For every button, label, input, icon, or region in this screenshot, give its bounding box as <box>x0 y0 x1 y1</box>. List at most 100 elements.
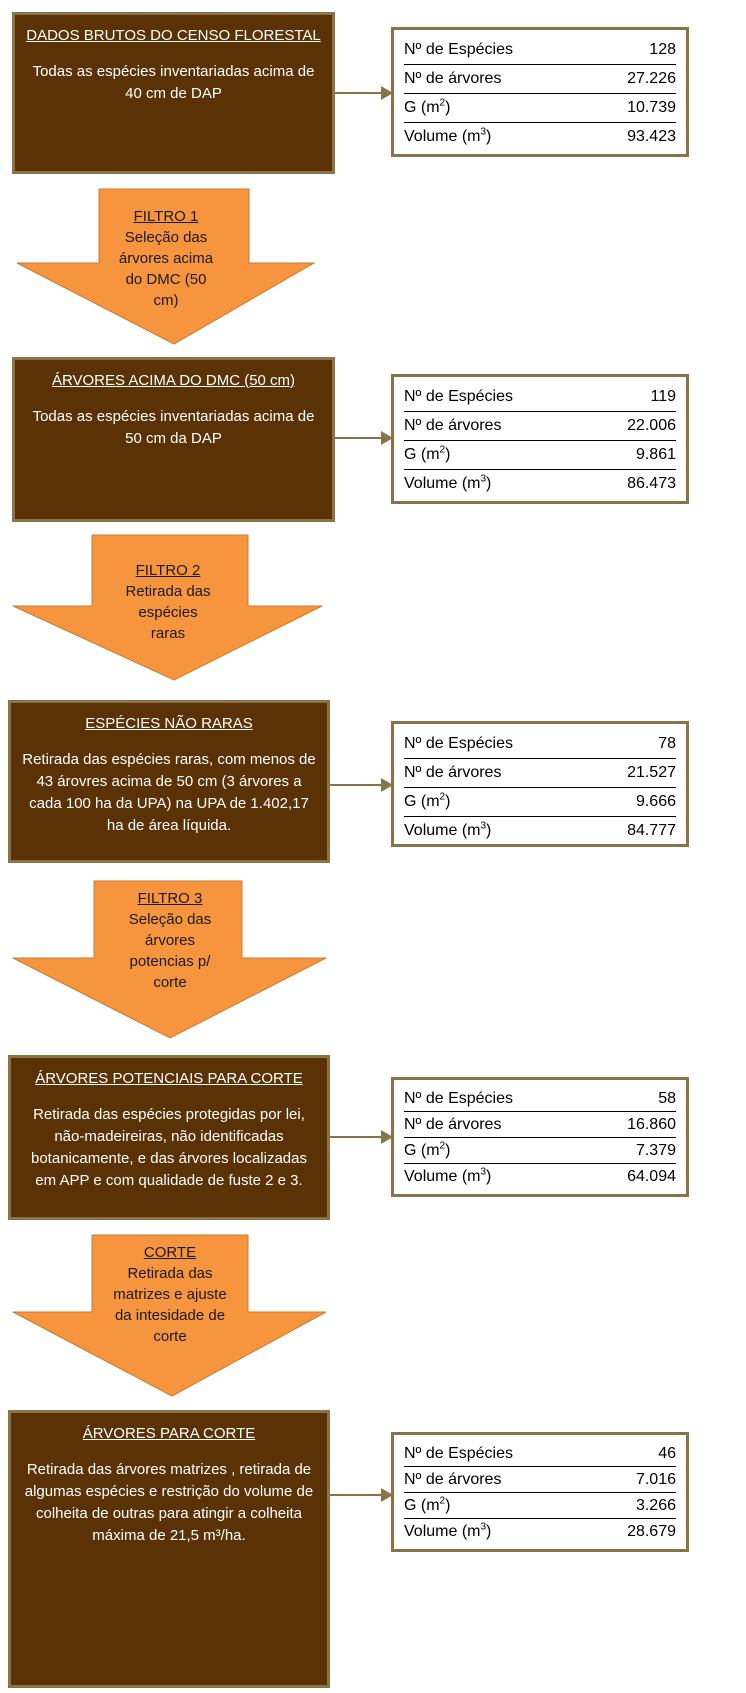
stat-row-trees: Nº de árvores 7.016 <box>404 1467 676 1493</box>
stat-row-species: Nº de Espécies 58 <box>404 1086 676 1112</box>
stat-label: Nº de árvores <box>404 417 502 434</box>
stat-row-species: Nº de Espécies 128 <box>404 36 676 65</box>
stat-value: 7.379 <box>635 1142 676 1159</box>
arrow-head-icon <box>381 1488 393 1502</box>
stat-row-volume: Volume (m3) 86.473 <box>404 470 676 498</box>
stat-label: Nº de Espécies <box>404 1445 514 1462</box>
stats-table: Nº de Espécies 46 Nº de árvores 7.016 G (m… <box>391 1432 689 1552</box>
stage-description: Retirada das espécies protegidas por lei… <box>31 1106 307 1189</box>
stat-label: Volume (m3) <box>404 820 492 839</box>
stat-value: 58 <box>658 1090 676 1107</box>
stage-title: DADOS BRUTOS DO CENSO FLORESTAL <box>26 27 321 44</box>
stat-label: Volume (m3) <box>404 126 492 145</box>
down-arrow-shape <box>12 1234 327 1397</box>
stat-label: G (m2) <box>404 791 451 810</box>
stat-value: 16.860 <box>627 1116 676 1133</box>
stage-box-above-dmc: ÁRVORES ACIMA DO DMC (50 cm) Todas as es… <box>12 357 335 522</box>
filter-title: FILTRO 3 <box>137 890 203 907</box>
stat-row-basal-area: G (m2) 3.266 <box>404 1493 676 1519</box>
stat-row-basal-area: G (m2) 10.739 <box>404 94 676 123</box>
stat-row-trees: Nº de árvores 16.860 <box>404 1112 676 1138</box>
stat-value: 128 <box>649 41 676 58</box>
stat-label: Volume (m3) <box>404 1521 492 1540</box>
arrow-head-icon <box>381 778 393 792</box>
stat-label: Nº de Espécies <box>404 388 514 405</box>
stage-box-potential-trees: ÁRVORES POTENCIAIS PARA CORTE Retirada d… <box>8 1055 330 1220</box>
stat-label: G (m2) <box>404 1495 451 1514</box>
stage-box-raw-census: DADOS BRUTOS DO CENSO FLORESTAL Todas as… <box>12 12 335 174</box>
stat-label: Volume (m3) <box>404 1166 492 1185</box>
stage-title: ESPÉCIES NÃO RARAS <box>85 715 253 732</box>
filter-arrow-3: FILTRO 3 Seleção das árvores potencias p… <box>12 880 328 1040</box>
stat-row-volume: Volume (m3) 28.679 <box>404 1519 676 1544</box>
stat-label: Nº de árvores <box>404 764 502 781</box>
stat-value: 22.006 <box>627 417 676 434</box>
stage-title: ÁRVORES POTENCIAIS PARA CORTE <box>35 1070 303 1087</box>
stat-label: Nº de árvores <box>404 1471 502 1488</box>
stage-box-non-rare-species: ESPÉCIES NÃO RARAS Retirada das espécies… <box>8 700 330 863</box>
filter-description: Retirada das matrizes e ajuste da intesi… <box>113 1265 227 1345</box>
stat-row-species: Nº de Espécies 119 <box>404 383 676 412</box>
filter-arrow-1: FILTRO 1 Seleção das árvores acima do DM… <box>16 188 316 346</box>
stage-box-trees-for-cutting: ÁRVORES PARA CORTE Retirada das árvores … <box>8 1410 330 1688</box>
down-arrow-shape <box>12 880 327 1039</box>
stat-label: Nº de árvores <box>404 70 502 87</box>
stats-table: Nº de Espécies 58 Nº de árvores 16.860 G (… <box>391 1077 689 1197</box>
connector-arrow <box>330 778 393 792</box>
filter-description: Seleção das árvores potencias p/ corte <box>128 911 212 991</box>
stage-title: ÁRVORES ACIMA DO DMC (50 cm) <box>51 372 296 389</box>
stat-row-volume: Volume (m3) 84.777 <box>404 817 676 845</box>
stat-label: G (m2) <box>404 97 451 116</box>
stat-label: Nº de Espécies <box>404 1090 514 1107</box>
filter-arrow-corte: CORTE Retirada das matrizes e ajuste da … <box>12 1234 328 1398</box>
stat-value: 27.226 <box>627 70 676 87</box>
connector-arrow <box>330 1130 393 1144</box>
stat-row-basal-area: G (m2) 9.861 <box>404 441 676 470</box>
stage-description: Retirada das árvores matrizes , retirada… <box>24 1461 314 1544</box>
connector-arrow <box>335 86 393 100</box>
filter-title: FILTRO 1 <box>133 208 199 225</box>
arrow-head-icon <box>381 86 393 100</box>
arrow-head-icon <box>381 1130 393 1144</box>
stat-value: 7.016 <box>635 1471 676 1488</box>
stat-value: 84.777 <box>627 822 676 839</box>
stat-row-basal-area: G (m2) 7.379 <box>404 1138 676 1164</box>
stats-table: Nº de Espécies 78 Nº de árvores 21.527 G (… <box>391 721 689 847</box>
stat-value: 86.473 <box>627 475 676 492</box>
filter-title: CORTE <box>143 1244 197 1261</box>
filter-description: Seleção das árvores acima do DMC (50 cm) <box>118 229 214 309</box>
stat-value: 78 <box>658 735 676 752</box>
stat-value: 46 <box>658 1445 676 1462</box>
stats-table: Nº de Espécies 128 Nº de árvores 27.226 G … <box>391 27 689 157</box>
stat-value: 64.094 <box>627 1168 676 1185</box>
stat-value: 28.679 <box>627 1523 676 1540</box>
stat-row-volume: Volume (m3) 64.094 <box>404 1164 676 1189</box>
stat-value: 3.266 <box>635 1497 676 1514</box>
connector-arrow <box>330 1488 393 1502</box>
stage-description: Todas as espécies inventariadas acima de… <box>32 63 315 102</box>
stat-label: G (m2) <box>404 444 451 463</box>
stat-row-trees: Nº de árvores 21.527 <box>404 759 676 788</box>
filter-description: Retirada das espécies raras <box>125 583 211 642</box>
stage-title: ÁRVORES PARA CORTE <box>82 1425 256 1442</box>
stat-value: 9.861 <box>635 446 676 463</box>
stat-row-trees: Nº de árvores 22.006 <box>404 412 676 441</box>
connector-arrow <box>335 431 393 445</box>
stat-value: 21.527 <box>627 764 676 781</box>
stat-value: 9.666 <box>635 793 676 810</box>
stat-row-basal-area: G (m2) 9.666 <box>404 788 676 817</box>
stat-value: 93.423 <box>627 128 676 145</box>
stat-value: 10.739 <box>627 99 676 116</box>
stat-label: Nº de árvores <box>404 1116 502 1133</box>
stats-table: Nº de Espécies 119 Nº de árvores 22.006 G … <box>391 374 689 504</box>
arrow-head-icon <box>381 431 393 445</box>
filter-title: FILTRO 2 <box>135 562 201 579</box>
stage-description: Todas as espécies inventariadas acima de… <box>32 408 315 447</box>
stat-label: Volume (m3) <box>404 473 492 492</box>
stat-label: Nº de Espécies <box>404 735 514 752</box>
stat-label: Nº de Espécies <box>404 41 514 58</box>
stat-row-species: Nº de Espécies 78 <box>404 730 676 759</box>
filter-arrow-2: FILTRO 2 Retirada das espécies raras <box>12 534 324 682</box>
stat-label: G (m2) <box>404 1140 451 1159</box>
